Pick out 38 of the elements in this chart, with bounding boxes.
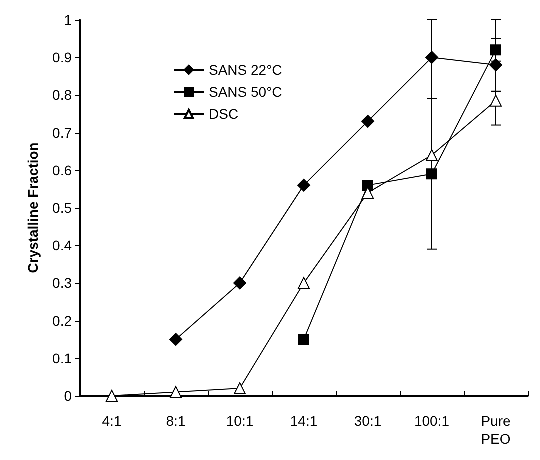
point (362, 180, 374, 191)
x-tick-label: 4:1 (102, 413, 122, 429)
point (170, 386, 182, 398)
point (298, 334, 310, 346)
x-tick-label: 100:1 (414, 413, 450, 429)
x-tick-label: Pure PEO (481, 413, 511, 447)
point (170, 333, 182, 346)
y-tick-label: 0.6 (52, 162, 72, 178)
point (426, 51, 438, 64)
legend-label: SANS 22°C (209, 62, 282, 78)
x-tick-label: 30:1 (354, 413, 382, 429)
y-tick-label: 0.4 (52, 238, 72, 254)
y-tick-label: 1 (64, 12, 72, 28)
y-tick-label: 0.5 (52, 200, 72, 216)
point (106, 390, 118, 402)
point (362, 115, 374, 128)
x-tick-label: 10:1 (226, 413, 254, 429)
point (490, 58, 502, 72)
x-tick-label: 8:1 (166, 413, 186, 429)
y-tick-label: 0 (64, 388, 72, 404)
point (490, 44, 502, 56)
y-tick-label: 0.9 (52, 50, 72, 66)
legend-label: DSC (209, 106, 239, 122)
y-tick-label: 0.3 (52, 275, 72, 292)
point (298, 277, 310, 290)
point (298, 178, 310, 192)
legend-label: SANS 50°C (209, 84, 282, 100)
y-tick-label: 0.7 (52, 124, 72, 141)
x-tick-label: 14:1 (290, 413, 318, 429)
point (426, 168, 438, 180)
y-tick-label: 0.2 (52, 312, 72, 329)
point (426, 149, 438, 162)
point (234, 382, 246, 394)
y-tick-label: 0.8 (52, 87, 72, 104)
y-tick-label: 0.1 (52, 350, 72, 366)
point (490, 94, 502, 107)
y-axis-title: Crystalline Fraction (25, 142, 41, 274)
point (234, 276, 246, 290)
